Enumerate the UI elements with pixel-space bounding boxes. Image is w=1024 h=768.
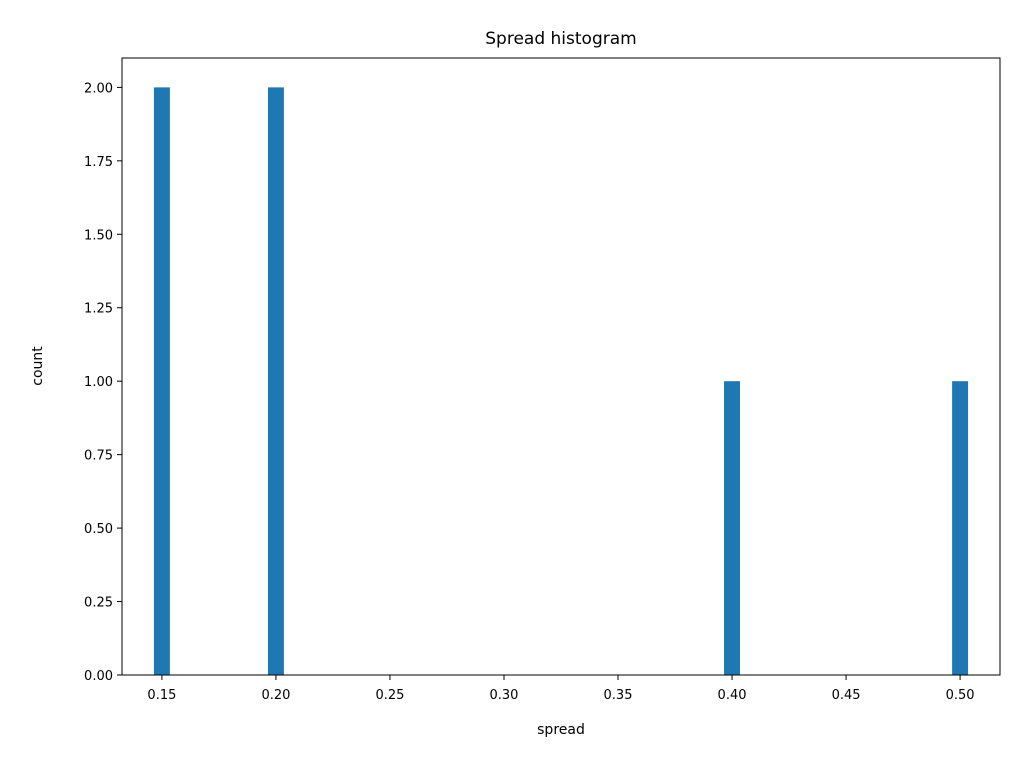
y-tick-label-6: 1.50: [84, 228, 113, 243]
x-axis: 0.15 0.20 0.25 0.30 0.35 0.40 0.45 0.50: [147, 675, 975, 703]
x-tick-label-7: 0.50: [946, 688, 975, 703]
x-tick-label-3: 0.30: [490, 688, 519, 703]
x-tick-label-4: 0.35: [604, 688, 633, 703]
y-tick-label-3: 0.75: [84, 449, 113, 464]
x-tick-label-1: 0.20: [261, 688, 290, 703]
y-axis-label: count: [30, 346, 46, 386]
histogram-bar-0: [153, 87, 170, 675]
histogram-bar-3: [952, 381, 969, 675]
y-tick-label-0: 0.00: [84, 669, 113, 684]
chart-title: Spread histogram: [485, 29, 636, 49]
y-tick-label-2: 0.50: [84, 522, 113, 537]
histogram-bar-2: [724, 381, 741, 675]
y-axis: 0.00 0.25 0.50 0.75 1.00 1.25 1.50 1.75 2.00: [84, 81, 122, 684]
x-axis-label: spread: [537, 722, 585, 738]
bars-group: [153, 87, 969, 675]
y-tick-label-5: 1.25: [84, 302, 113, 317]
y-tick-label-4: 1.00: [84, 375, 113, 390]
y-tick-label-1: 0.25: [84, 596, 113, 611]
y-tick-label-7: 1.75: [84, 155, 113, 170]
x-tick-label-0: 0.15: [147, 688, 176, 703]
x-tick-label-2: 0.25: [375, 688, 404, 703]
plot-frame: [121, 57, 1001, 676]
x-tick-label-5: 0.40: [718, 688, 747, 703]
x-tick-label-6: 0.45: [832, 688, 861, 703]
y-tick-label-8: 2.00: [84, 81, 113, 96]
histogram-bar-1: [267, 87, 284, 675]
